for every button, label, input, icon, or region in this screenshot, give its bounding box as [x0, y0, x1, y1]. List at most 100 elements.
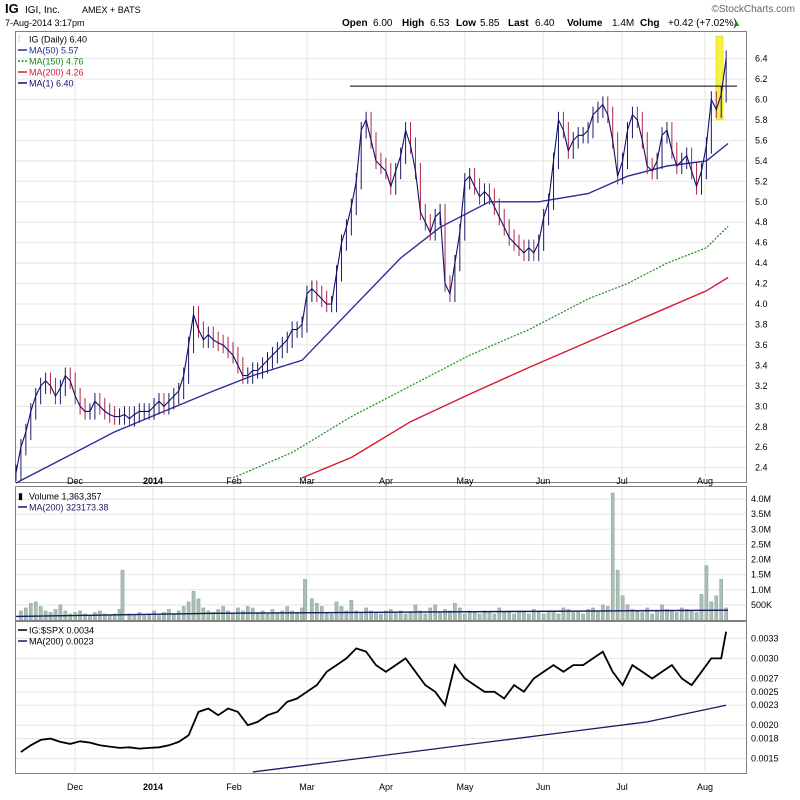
volume-tick-label: 500K: [751, 600, 772, 610]
volume-bar: [650, 613, 654, 621]
legend-label: IG:$SPX 0.0034: [29, 626, 94, 636]
volume-bar: [487, 612, 492, 621]
volume-bar: [586, 609, 590, 621]
volume-bar: [162, 612, 166, 621]
price-tick-label: 2.8: [755, 422, 768, 432]
volume-bar: [443, 609, 447, 621]
volume-bar: [472, 612, 477, 621]
volume-bar: [172, 613, 176, 621]
volume-bar: [517, 610, 521, 621]
price-tick-label: 6.0: [755, 94, 768, 104]
volume-bar: [689, 610, 694, 621]
x-tick-label: Aug: [697, 476, 713, 486]
x-tick-label: Feb: [226, 782, 242, 792]
volume-bar: [142, 615, 147, 621]
series-line-ma200: [301, 276, 729, 479]
volume-plot: [15, 492, 729, 621]
price-tick-label: 4.2: [755, 279, 768, 289]
volume-bar: [423, 613, 428, 621]
chg-label: Chg: [640, 18, 659, 29]
volume-bar: [250, 607, 255, 621]
x-tick-label: Aug: [697, 782, 713, 792]
legend-label: IG (Daily) 6.40: [29, 35, 87, 45]
series-line-ma50: [15, 142, 729, 484]
ratio-tick-label: 0.0020: [751, 720, 779, 730]
volume-bar: [601, 604, 605, 621]
volume-bar: [714, 595, 719, 621]
ratio-x-axis-labels: Dec 2014 Feb Mar Apr May Jun Jul Aug: [67, 782, 713, 792]
volume-bar: [329, 613, 334, 621]
volume-bar: [408, 612, 413, 621]
price-tick-label: 2.4: [755, 463, 768, 473]
volume-bar: [324, 612, 329, 621]
volume-bar: [83, 613, 87, 621]
volume-bar: [507, 610, 511, 621]
ratio-y-axis: 0.0015 0.0018 0.0020 0.0023 0.0025 0.0027 0.00…: [751, 633, 779, 763]
volume-bar: [107, 615, 112, 621]
volume-grid: [16, 498, 746, 606]
price-tick-label: 5.8: [755, 115, 768, 125]
x-tick-label: May: [456, 782, 474, 792]
volume-bar: [477, 613, 482, 621]
volume-bar: [388, 609, 393, 621]
volume-bar: [349, 600, 354, 621]
volume-bar: [660, 604, 664, 621]
volume-bar: [566, 609, 571, 621]
up-triangle-icon: ▲: [732, 18, 741, 28]
volume-bar: [512, 613, 516, 621]
volume-tick-label: 2.0M: [751, 555, 771, 565]
volume-bar: [556, 613, 561, 621]
price-tick-label: 6.4: [755, 54, 768, 64]
price-tick-label: 4.4: [755, 258, 768, 268]
bar-chart-icon: ⫶: [18, 34, 20, 44]
volume-bar: [428, 607, 433, 621]
volume-bar: [176, 610, 181, 621]
volume-ma200-line: [15, 609, 729, 618]
volume-bar: [310, 598, 314, 621]
volume-bar: [596, 610, 600, 621]
ratio-ma200-line: [252, 704, 727, 773]
ratio-plot: [20, 631, 727, 773]
volume-bar: [418, 610, 423, 621]
volume-bar: [655, 610, 659, 621]
volume-tick-label: 1.0M: [751, 585, 771, 595]
volume-bar: [615, 569, 620, 621]
price-tick-label: 4.6: [755, 238, 768, 248]
legend-label: MA(1) 6.40: [29, 79, 74, 89]
price-tick-label: 2.6: [755, 442, 768, 452]
volume-bar: [536, 610, 541, 621]
volume-bar: [58, 604, 63, 621]
x-tick-label: Jul: [616, 782, 628, 792]
high-value: 6.53: [430, 18, 450, 29]
volume-bar: [670, 610, 674, 621]
volume-panel-frame: [15, 486, 747, 621]
x-tick-label: 2014: [143, 782, 163, 792]
volume-bar: [724, 607, 728, 621]
ratio-grid: [16, 637, 746, 760]
volume-bar: [152, 610, 156, 621]
volume-bar: [231, 613, 235, 621]
legend-label: Volume 1,363,357: [29, 492, 102, 502]
volume-bar: [403, 613, 408, 621]
volume-bar: [226, 610, 230, 621]
volume-bar: [303, 578, 307, 621]
legend-label: MA(200) 0.0023: [29, 637, 94, 647]
volume-bar: [354, 610, 359, 621]
ticker-symbol: IG: [5, 1, 19, 16]
x-tick-label: Dec: [67, 782, 84, 792]
volume-bar: [522, 612, 526, 621]
volume-value: 1.4M: [612, 18, 634, 29]
volume-bar: [546, 612, 551, 621]
x-tick-label: Mar: [299, 476, 315, 486]
volume-bar: [186, 601, 191, 621]
open-label: Open: [342, 18, 368, 29]
volume-bar: [196, 598, 201, 621]
open-value: 6.00: [373, 18, 393, 29]
ratio-panel-frame: [15, 621, 747, 774]
price-tick-label: 3.0: [755, 401, 768, 411]
legend-label: MA(150) 4.76: [29, 57, 84, 67]
price-tick-label: 4.0: [755, 299, 768, 309]
x-tick-label: Feb: [226, 476, 242, 486]
